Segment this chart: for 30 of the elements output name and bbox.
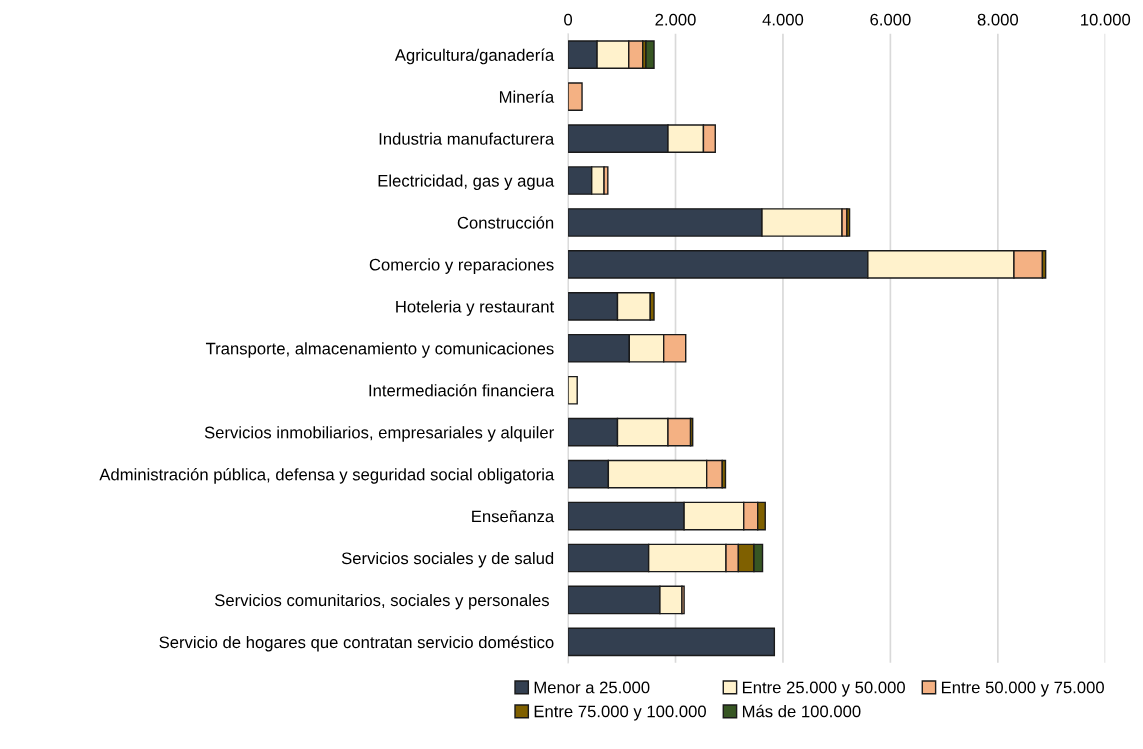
legend-label: Entre 75.000 y 100.000 xyxy=(534,705,706,721)
y-tick-label: Enseñanza xyxy=(472,510,555,523)
x-tick-label: 0 xyxy=(564,13,573,26)
legend-label: Entre 25.000 y 50.000 xyxy=(742,681,905,697)
y-tick-label: Construcción xyxy=(457,216,554,229)
y-tick-label: Servicios comunitarios, sociales y personales xyxy=(215,593,549,610)
bar xyxy=(568,82,583,111)
y-tick-label: Electricidad, gas y agua xyxy=(378,174,555,191)
y-tick-label: Intermediación financiera xyxy=(369,383,555,397)
bar xyxy=(568,375,578,405)
bar xyxy=(568,627,776,657)
legend-label: Menor a 25.000 xyxy=(534,681,650,694)
y-tick-label: Agricultura/ganadería xyxy=(394,48,555,65)
legend-label: Más de 100.000 xyxy=(742,704,861,718)
y-tick-label: Servicios sociales y de salud xyxy=(341,551,554,568)
y-tick-label: Servicio de hogares que contratan servicio doméstico xyxy=(159,635,554,652)
bar xyxy=(645,40,655,70)
y-tick-label: Industria manufacturera xyxy=(379,132,555,145)
y-tick-label: Minería xyxy=(499,90,555,103)
y-tick-label: Hoteleria y restaurant xyxy=(396,300,555,316)
y-tick-label: Comercio y reparaciones xyxy=(369,258,554,274)
x-tick-label: 6.000 xyxy=(870,13,911,26)
x-tick-label: 2.000 xyxy=(655,13,696,26)
y-tick-label: Servicios inmobiliarios, empresariales y alquiler xyxy=(204,426,554,442)
y-tick-label: Administración pública, defensa y seguridad social obligatoria xyxy=(99,467,555,484)
x-tick-label: 4.000 xyxy=(762,13,804,26)
y-tick-label: Transporte, almacenamiento y comunicaciones xyxy=(205,342,554,358)
x-tick-label: 10.000 xyxy=(1081,13,1131,26)
x-tick-label: 8.000 xyxy=(977,13,1019,26)
legend-label: Entre 50.000 y 75.000 xyxy=(941,681,1104,697)
